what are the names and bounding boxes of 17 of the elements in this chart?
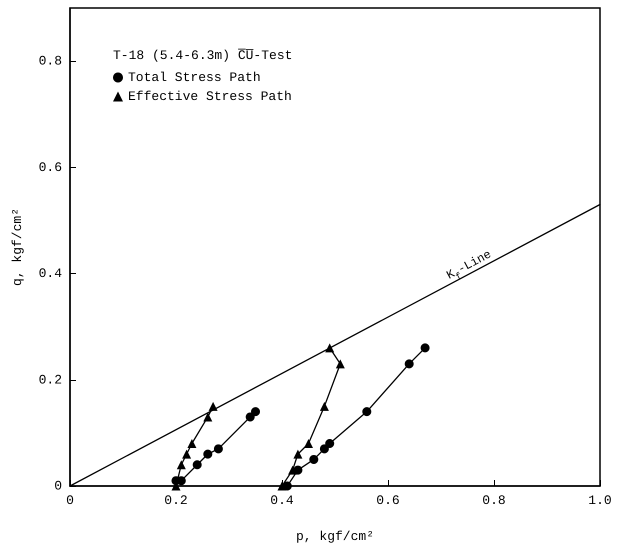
y-axis-title: q, kgf/cm²	[10, 208, 25, 286]
text: T-18 (5.4-6.3m) C̅U̅-Test	[113, 48, 292, 63]
x-tick-label: 0	[66, 493, 74, 508]
x-tick-label: 1.0	[588, 493, 612, 508]
y-tick-label: 0	[54, 478, 62, 494]
x-tick-label: 0.4	[270, 493, 294, 508]
annotation: Kf-Line	[444, 247, 494, 283]
x-tick-label: 0.8	[482, 493, 506, 508]
y-tick-label: 0.4	[38, 266, 62, 282]
x-tick-label: 0.6	[376, 493, 400, 508]
legend-label: Effective Stress Path	[128, 89, 292, 104]
y-tick-label: 0.6	[38, 160, 62, 175]
y-tick-label: 0.8	[38, 54, 62, 69]
x-axis-title: p, kgf/cm²	[296, 529, 374, 544]
y-tick-label: 0.2	[38, 372, 62, 388]
x-tick-label: 0.2	[164, 493, 188, 508]
legend-label: Total Stress Path	[128, 70, 261, 85]
